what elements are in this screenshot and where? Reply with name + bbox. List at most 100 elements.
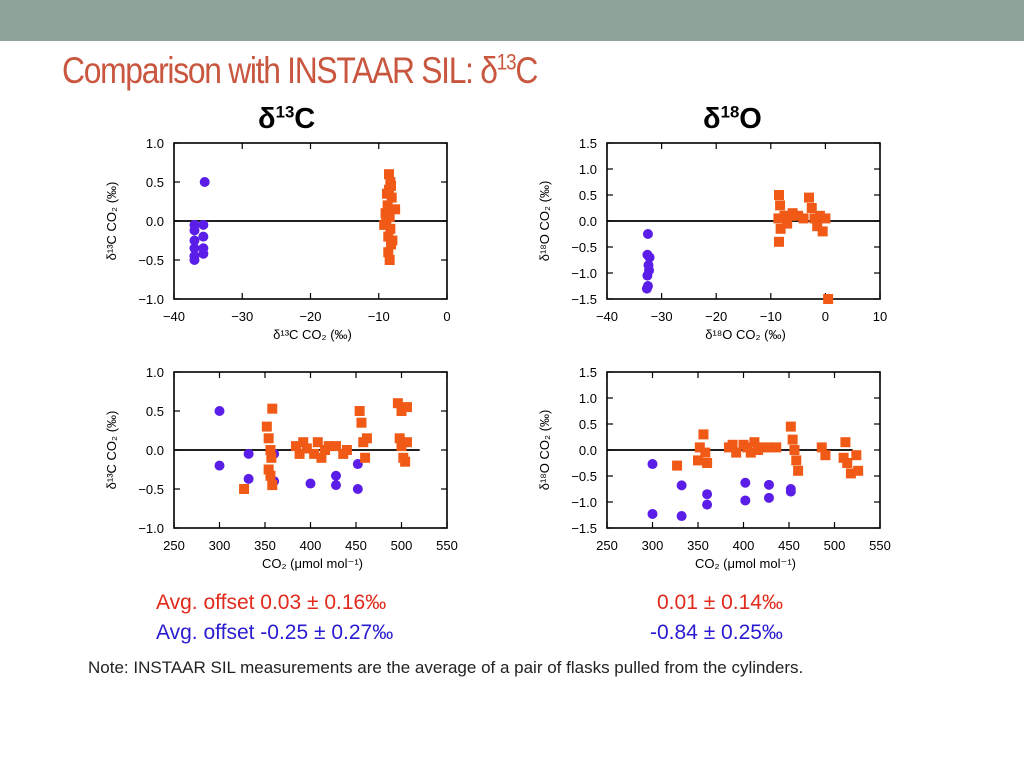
data-point-orange xyxy=(301,443,312,454)
data-point-orange xyxy=(394,433,405,444)
data-point-orange xyxy=(390,204,401,215)
x-tick-label: 300 xyxy=(209,538,231,553)
data-point-orange xyxy=(386,180,397,191)
data-point-orange xyxy=(379,219,390,230)
data-point-orange xyxy=(745,447,756,458)
data-point-orange xyxy=(700,447,711,458)
data-point-orange xyxy=(785,421,796,432)
data-point-purple xyxy=(214,460,225,471)
data-point-orange xyxy=(316,452,327,463)
data-point-purple xyxy=(198,231,209,242)
x-tick-label: 450 xyxy=(778,538,800,553)
data-point-purple xyxy=(189,255,200,265)
x-tick-label: −40 xyxy=(163,309,185,324)
data-point-orange xyxy=(400,456,411,467)
x-tick-label: 550 xyxy=(869,538,891,553)
data-point-orange xyxy=(354,406,365,416)
x-tick-label: −30 xyxy=(651,309,673,324)
data-point-purple xyxy=(644,252,655,263)
data-point-orange xyxy=(820,450,831,461)
data-point-orange xyxy=(294,448,305,459)
data-point-orange xyxy=(773,236,784,247)
data-point-orange xyxy=(773,213,784,224)
data-point-orange xyxy=(239,484,250,494)
data-point-orange xyxy=(771,442,782,453)
y-tick-label: −0.5 xyxy=(571,469,597,484)
data-point-orange xyxy=(840,437,851,448)
y-tick-label: −1.0 xyxy=(138,292,164,307)
data-point-orange xyxy=(791,455,802,466)
x-tick-label: 300 xyxy=(642,538,664,553)
data-point-purple xyxy=(763,479,774,490)
data-point-orange xyxy=(401,437,412,448)
data-point-orange xyxy=(763,442,774,453)
data-point-orange xyxy=(265,470,276,481)
y-tick-label: 0.0 xyxy=(579,443,597,458)
y-tick-label: 1.0 xyxy=(579,162,597,177)
data-point-orange xyxy=(323,441,334,452)
data-point-purple xyxy=(676,511,687,522)
x-tick-label: 550 xyxy=(436,538,458,553)
data-point-purple xyxy=(676,480,687,491)
data-point-orange xyxy=(804,192,815,203)
data-point-orange xyxy=(773,190,784,200)
data-point-orange xyxy=(341,445,352,455)
data-point-orange xyxy=(842,458,853,468)
data-point-orange xyxy=(330,441,341,452)
data-point-purple xyxy=(214,406,225,416)
data-point-orange xyxy=(793,210,804,221)
data-point-purple xyxy=(642,270,653,281)
y-tick-label: 0.5 xyxy=(579,417,597,432)
data-point-orange xyxy=(383,247,394,258)
data-point-purple xyxy=(243,448,254,459)
data-point-orange xyxy=(392,398,403,409)
x-tick-label: 500 xyxy=(824,538,846,553)
data-point-orange xyxy=(356,417,367,428)
data-point-orange xyxy=(789,445,800,455)
data-point-purple xyxy=(243,473,254,484)
y-axis-label: δ¹³C CO₂ (‰) xyxy=(104,182,119,261)
data-point-orange xyxy=(817,226,828,237)
x-axis-label: δ¹⁸O CO₂ (‰) xyxy=(705,327,786,342)
data-point-purple xyxy=(641,283,652,294)
y-tick-label: −0.5 xyxy=(571,240,597,255)
data-point-orange xyxy=(806,203,817,213)
data-point-orange xyxy=(382,200,393,211)
column-header-d13c: δ13C xyxy=(258,102,316,135)
y-tick-label: 1.0 xyxy=(146,365,164,380)
data-point-orange xyxy=(387,235,398,246)
data-point-orange xyxy=(812,221,823,232)
data-point-orange xyxy=(396,441,407,452)
data-point-orange xyxy=(727,439,738,450)
data-point-orange xyxy=(798,213,809,224)
y-axis-label: δ¹³C CO₂ (‰) xyxy=(104,411,119,490)
data-point-orange xyxy=(845,468,856,479)
y-tick-label: 0.0 xyxy=(146,443,164,458)
data-point-orange xyxy=(820,213,831,224)
y-axis-label: δ¹⁸O CO₂ (‰) xyxy=(537,181,552,262)
data-point-orange xyxy=(361,433,372,444)
x-tick-label: 400 xyxy=(733,538,755,553)
x-axis-label: δ¹³C CO₂ (‰) xyxy=(273,327,352,342)
y-tick-label: 1.0 xyxy=(146,136,164,151)
data-point-orange xyxy=(263,433,274,444)
data-point-purple xyxy=(702,489,713,500)
data-point-purple xyxy=(189,243,200,254)
data-point-orange xyxy=(298,437,309,448)
data-point-orange xyxy=(384,255,395,265)
data-point-purple xyxy=(189,235,200,246)
data-point-orange xyxy=(265,445,276,455)
y-tick-label: 0.5 xyxy=(146,404,164,419)
data-point-orange xyxy=(698,429,709,440)
y-tick-label: −1.5 xyxy=(571,521,597,536)
data-point-orange xyxy=(702,458,713,468)
x-tick-label: 400 xyxy=(300,538,322,553)
x-tick-label: −30 xyxy=(231,309,253,324)
y-tick-label: −1.0 xyxy=(571,266,597,281)
data-point-orange xyxy=(396,406,407,416)
data-point-purple xyxy=(647,508,658,519)
y-tick-label: 0.0 xyxy=(146,214,164,229)
x-tick-label: 450 xyxy=(345,538,367,553)
column-header-d18o: δ18O xyxy=(703,102,762,135)
data-point-purple xyxy=(330,470,341,481)
